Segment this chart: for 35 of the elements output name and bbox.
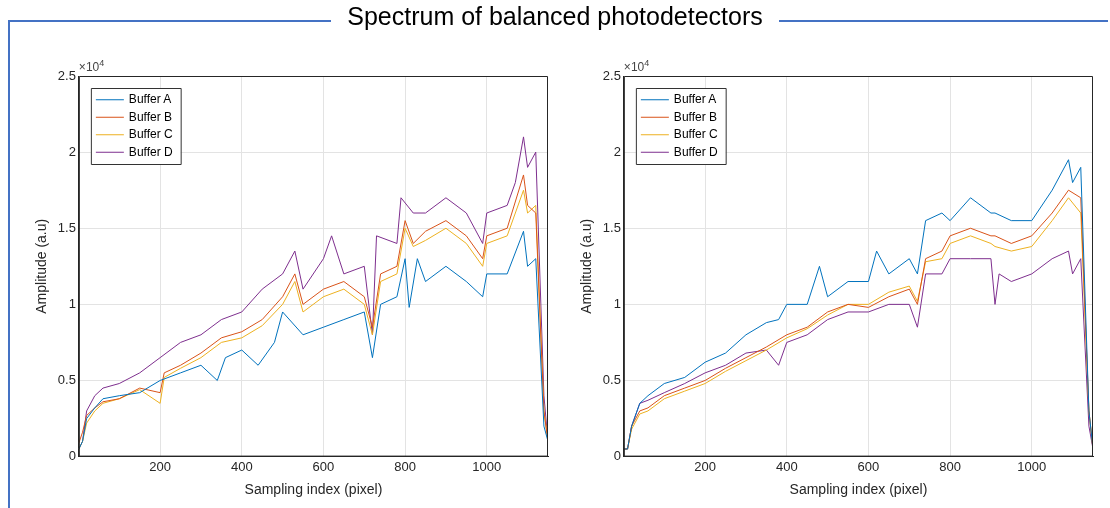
x-tick-label: 200 <box>149 458 171 474</box>
y-tick-label: 1 <box>68 295 76 311</box>
legend-label: Buffer A <box>673 92 717 107</box>
legend-label: Buffer C <box>673 127 718 142</box>
x-tick-label: 400 <box>230 458 253 474</box>
y-tick-label: 1 <box>613 295 621 311</box>
y-tick-label: 1.5 <box>57 219 76 235</box>
y-tick-label: 0 <box>613 448 621 464</box>
x-axis-title: Sampling index (pixel) <box>244 481 383 498</box>
x-tick-label: 800 <box>939 458 961 474</box>
legend-label: Buffer B <box>673 109 718 124</box>
y-tick-label: 0.5 <box>602 372 621 388</box>
x-axis-title: Sampling index (pixel) <box>789 481 928 498</box>
x-tick-label: 1000 <box>472 458 502 474</box>
legend-label: Buffer B <box>128 109 173 124</box>
y-tick-label: 2.5 <box>57 67 76 83</box>
y-tick-label: 1.5 <box>602 219 621 235</box>
x-tick-label: 600 <box>857 458 880 474</box>
y-axis-title: Amplitude (a.u) <box>578 218 595 314</box>
x-tick-label: 600 <box>312 458 335 474</box>
legend-label: Buffer A <box>128 92 172 107</box>
x-tick-label: 800 <box>394 458 416 474</box>
y-tick-label: 0 <box>68 448 76 464</box>
legend-label: Buffer C <box>128 127 173 142</box>
legend-label: Buffer D <box>673 144 718 159</box>
x-tick-label: 1000 <box>1017 458 1047 474</box>
y-tick-label: 0.5 <box>57 372 76 388</box>
x-tick-label: 200 <box>694 458 716 474</box>
y-tick-label: 2 <box>68 143 76 159</box>
x-tick-label: 400 <box>775 458 798 474</box>
y-tick-label: 2.5 <box>602 67 621 83</box>
y-tick-label: 2 <box>613 143 621 159</box>
legend-label: Buffer D <box>128 144 173 159</box>
y-axis-title: Amplitude (a.u) <box>33 218 50 314</box>
chart-title: Spectrum of balanced photodetectors <box>331 2 779 30</box>
